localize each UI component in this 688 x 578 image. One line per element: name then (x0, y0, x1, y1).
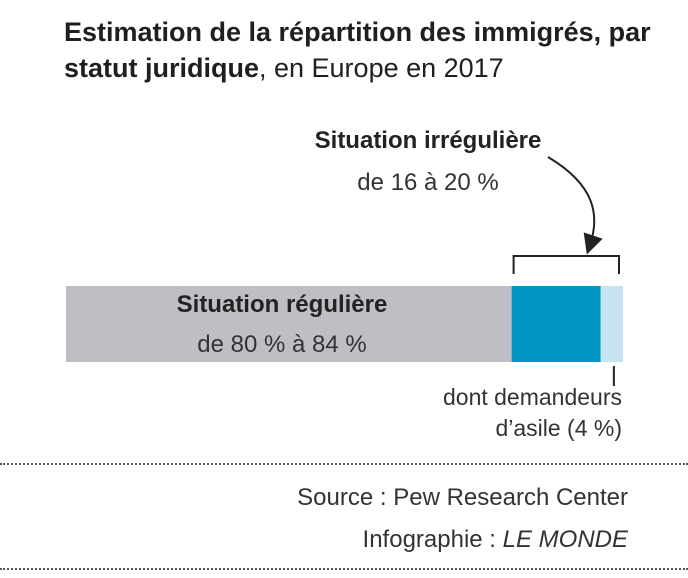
asylum-label-line2: d’asile (4 %) (495, 415, 622, 441)
bar-segment-0 (66, 286, 512, 362)
source-text: Source : Pew Research Center (297, 484, 628, 511)
asylum-label-line1: dont demandeurs (443, 384, 622, 410)
stacked-bar-chart: Situation régulière de 80 % à 84 % Situa… (66, 127, 623, 441)
credit-name: LE MONDE (502, 526, 628, 553)
irregular-label: Situation irrégulière (315, 127, 542, 154)
chart-title-normal: , en Europe en 2017 (259, 53, 504, 83)
bar-segment-2 (600, 286, 623, 362)
bar-segment-1 (511, 286, 601, 362)
irregular-range: de 16 à 20 % (357, 169, 498, 196)
irregular-arrow (547, 156, 603, 255)
regular-range: de 80 % à 84 % (197, 331, 366, 358)
irregular-bracket (512, 255, 620, 274)
chart-title-bold: Estimation de la répartition des immigré… (64, 17, 651, 83)
chart-title: Estimation de la répartition des immigré… (64, 14, 664, 86)
regular-label: Situation régulière (177, 291, 388, 318)
credit-text: Infographie : LE MONDE (363, 526, 628, 554)
separator-top (0, 463, 688, 465)
separator-bottom (0, 568, 688, 570)
credit-prefix: Infographie : (362, 526, 503, 553)
